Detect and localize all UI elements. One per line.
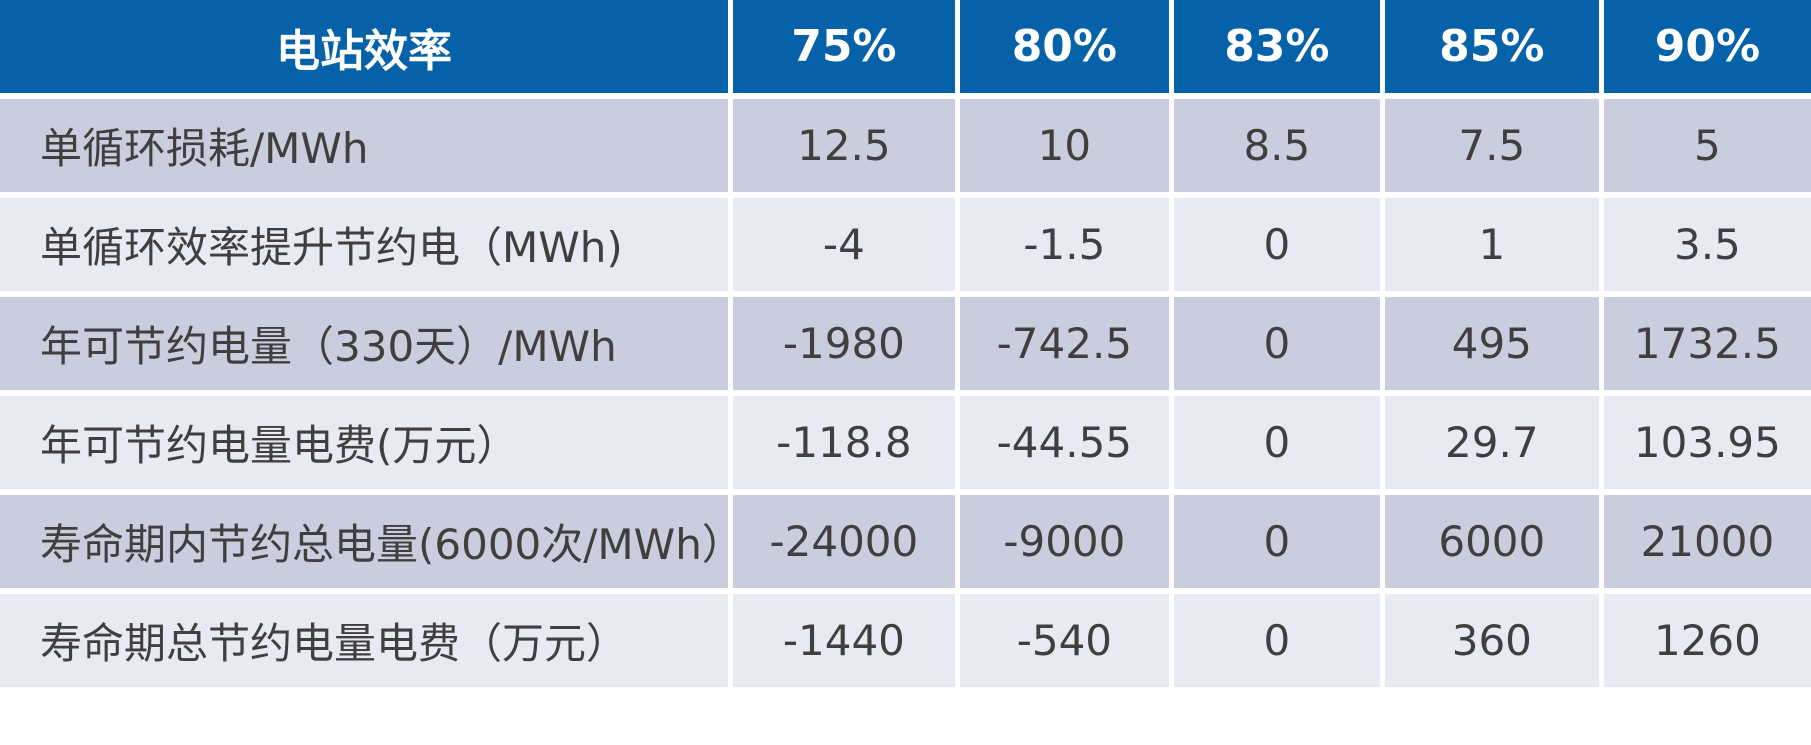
cell-value: 6000 xyxy=(1384,495,1604,594)
header-cell-83: 83% xyxy=(1173,0,1385,99)
header-cell-80: 80% xyxy=(959,0,1174,99)
cell-value: -4 xyxy=(732,198,960,297)
header-cell-90: 90% xyxy=(1603,0,1811,99)
cell-value: 10 xyxy=(959,99,1174,198)
table-row: 单循环效率提升节约电（MWh) -4 -1.5 0 1 3.5 xyxy=(0,198,1811,297)
cell-value: -540 xyxy=(959,594,1174,693)
cell-value: 29.7 xyxy=(1384,396,1604,495)
header-cell-station-efficiency: 电站效率 xyxy=(0,0,733,99)
cell-value: -24000 xyxy=(732,495,960,594)
table-header-row: 电站效率 75% 80% 83% 85% 90% xyxy=(0,0,1811,99)
cell-value: 103.95 xyxy=(1603,396,1811,495)
cell-value: -44.55 xyxy=(959,396,1174,495)
cell-value: 12.5 xyxy=(732,99,960,198)
cell-value: -1.5 xyxy=(959,198,1174,297)
row-label-single-cycle-loss: 单循环损耗/MWh xyxy=(0,99,733,198)
cell-value: 0 xyxy=(1173,495,1385,594)
efficiency-table: 电站效率 75% 80% 83% 85% 90% 单循环损耗/MWh 12.5 … xyxy=(0,0,1811,693)
cell-value: 1260 xyxy=(1603,594,1811,693)
row-label-single-cycle-saving: 单循环效率提升节约电（MWh) xyxy=(0,198,733,297)
cell-value: 1 xyxy=(1384,198,1604,297)
header-cell-85: 85% xyxy=(1384,0,1604,99)
row-label-annual-saving-energy: 年可节约电量（330天）/MWh xyxy=(0,297,733,396)
table-row: 单循环损耗/MWh 12.5 10 8.5 7.5 5 xyxy=(0,99,1811,198)
cell-value: 3.5 xyxy=(1603,198,1811,297)
cell-value: -742.5 xyxy=(959,297,1174,396)
row-label-lifetime-saving-cost: 寿命期总节约电量电费（万元） xyxy=(0,594,733,693)
cell-value: 495 xyxy=(1384,297,1604,396)
cell-value: 1732.5 xyxy=(1603,297,1811,396)
row-label-annual-saving-cost: 年可节约电量电费(万元） xyxy=(0,396,733,495)
cell-value: -1440 xyxy=(732,594,960,693)
table-row: 年可节约电量（330天）/MWh -1980 -742.5 0 495 1732… xyxy=(0,297,1811,396)
cell-value: 0 xyxy=(1173,594,1385,693)
table-row: 年可节约电量电费(万元） -118.8 -44.55 0 29.7 103.95 xyxy=(0,396,1811,495)
table-row: 寿命期内节约总电量(6000次/MWh） -24000 -9000 0 6000… xyxy=(0,495,1811,594)
cell-value: -118.8 xyxy=(732,396,960,495)
cell-value: 21000 xyxy=(1603,495,1811,594)
cell-value: 0 xyxy=(1173,297,1385,396)
cell-value: 0 xyxy=(1173,396,1385,495)
cell-value: -1980 xyxy=(732,297,960,396)
cell-value: 0 xyxy=(1173,198,1385,297)
row-label-lifetime-saving-energy: 寿命期内节约总电量(6000次/MWh） xyxy=(0,495,733,594)
cell-value: -9000 xyxy=(959,495,1174,594)
header-cell-75: 75% xyxy=(732,0,960,99)
cell-value: 7.5 xyxy=(1384,99,1604,198)
cell-value: 360 xyxy=(1384,594,1604,693)
cell-value: 8.5 xyxy=(1173,99,1385,198)
table-row: 寿命期总节约电量电费（万元） -1440 -540 0 360 1260 xyxy=(0,594,1811,693)
cell-value: 5 xyxy=(1603,99,1811,198)
